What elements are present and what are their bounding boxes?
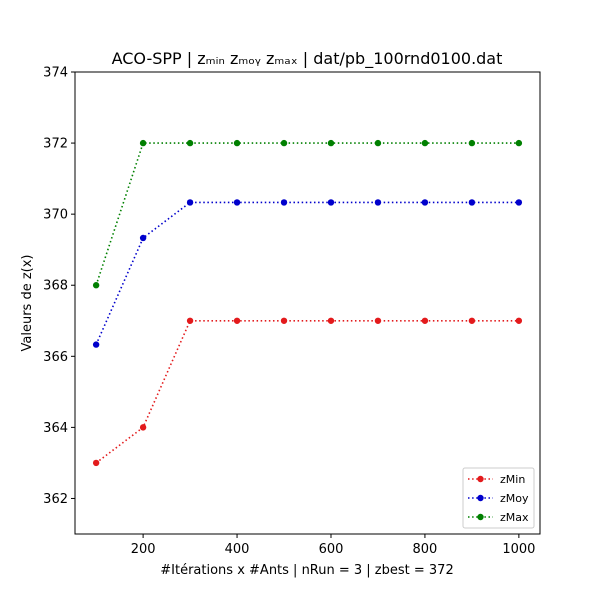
legend-label-zmoy: zMoy <box>500 492 529 505</box>
y-axis: 362 364 366 368 370 372 374 <box>43 66 75 507</box>
x-tick-label: 200 <box>131 542 156 557</box>
data-point-zmin <box>280 317 288 324</box>
data-point-zmoy <box>233 199 241 206</box>
plot-area <box>74 71 541 535</box>
data-point-zmax <box>233 139 241 147</box>
series-line-zmin <box>95 319 519 464</box>
y-tick-label: 364 <box>43 421 68 436</box>
data-point-zmin <box>468 317 476 324</box>
data-point-zmax <box>327 139 335 147</box>
legend-marker-zmoy <box>477 494 484 502</box>
data-point-zmoy <box>374 199 382 206</box>
data-point-zmin <box>233 317 241 324</box>
data-point-zmoy <box>421 199 429 206</box>
series-line-zmoy <box>95 201 519 345</box>
data-point-zmoy <box>139 234 147 242</box>
data-point-zmax <box>186 139 194 147</box>
data-point-zmoy <box>92 341 100 348</box>
y-tick-label: 374 <box>43 66 68 81</box>
data-point-zmin <box>421 317 429 324</box>
data-point-zmax <box>280 139 288 147</box>
legend-marker-zmax <box>477 513 484 521</box>
series-zmin <box>92 317 523 467</box>
data-point-zmin <box>374 317 382 324</box>
y-axis-label: Valeurs de z(x) <box>20 255 35 352</box>
data-point-zmin <box>92 459 100 467</box>
y-tick-label: 362 <box>43 492 68 507</box>
data-point-zmoy <box>515 199 523 206</box>
data-point-zmin <box>515 317 523 324</box>
series-zmoy <box>92 199 523 348</box>
legend-box <box>462 467 535 529</box>
series-zmax <box>92 139 523 289</box>
x-tick-label: 600 <box>319 542 344 557</box>
series-group <box>92 139 523 467</box>
legend-marker-zmin <box>477 475 484 483</box>
x-tick-label: 1000 <box>502 542 535 557</box>
data-point-zmoy <box>186 199 194 206</box>
data-point-zmax <box>139 139 147 147</box>
data-point-zmoy <box>280 199 288 206</box>
data-point-zmoy <box>468 199 476 206</box>
y-tick-label: 370 <box>43 208 68 223</box>
data-point-zmax <box>374 139 382 147</box>
x-axis-label: #Itérations x #Ants | nRun = 3 | zbest =… <box>160 563 453 578</box>
y-tick-label: 368 <box>43 279 68 294</box>
data-point-zmax <box>92 282 100 289</box>
series-line-zmax <box>95 142 519 286</box>
x-axis: 200 400 600 800 1000 <box>131 534 535 557</box>
legend: zMin zMoy zMax <box>462 467 535 529</box>
data-point-zmin <box>327 317 335 324</box>
data-point-zmin <box>139 424 147 431</box>
legend-label-zmin: zMin <box>500 473 525 486</box>
data-point-zmin <box>186 317 194 324</box>
data-point-zmax <box>421 139 429 147</box>
y-tick-label: 372 <box>43 137 68 152</box>
data-point-zmax <box>468 139 476 147</box>
data-point-zmoy <box>327 199 335 206</box>
x-tick-label: 400 <box>225 542 250 557</box>
legend-label-zmax: zMax <box>500 511 529 524</box>
data-point-zmax <box>515 139 523 147</box>
chart-title: ACO-SPP | zₘᵢₙ zₘₒᵧ zₘₐₓ | dat/pb_100rnd… <box>112 49 503 69</box>
x-tick-label: 800 <box>413 542 438 557</box>
y-tick-label: 366 <box>43 350 68 365</box>
